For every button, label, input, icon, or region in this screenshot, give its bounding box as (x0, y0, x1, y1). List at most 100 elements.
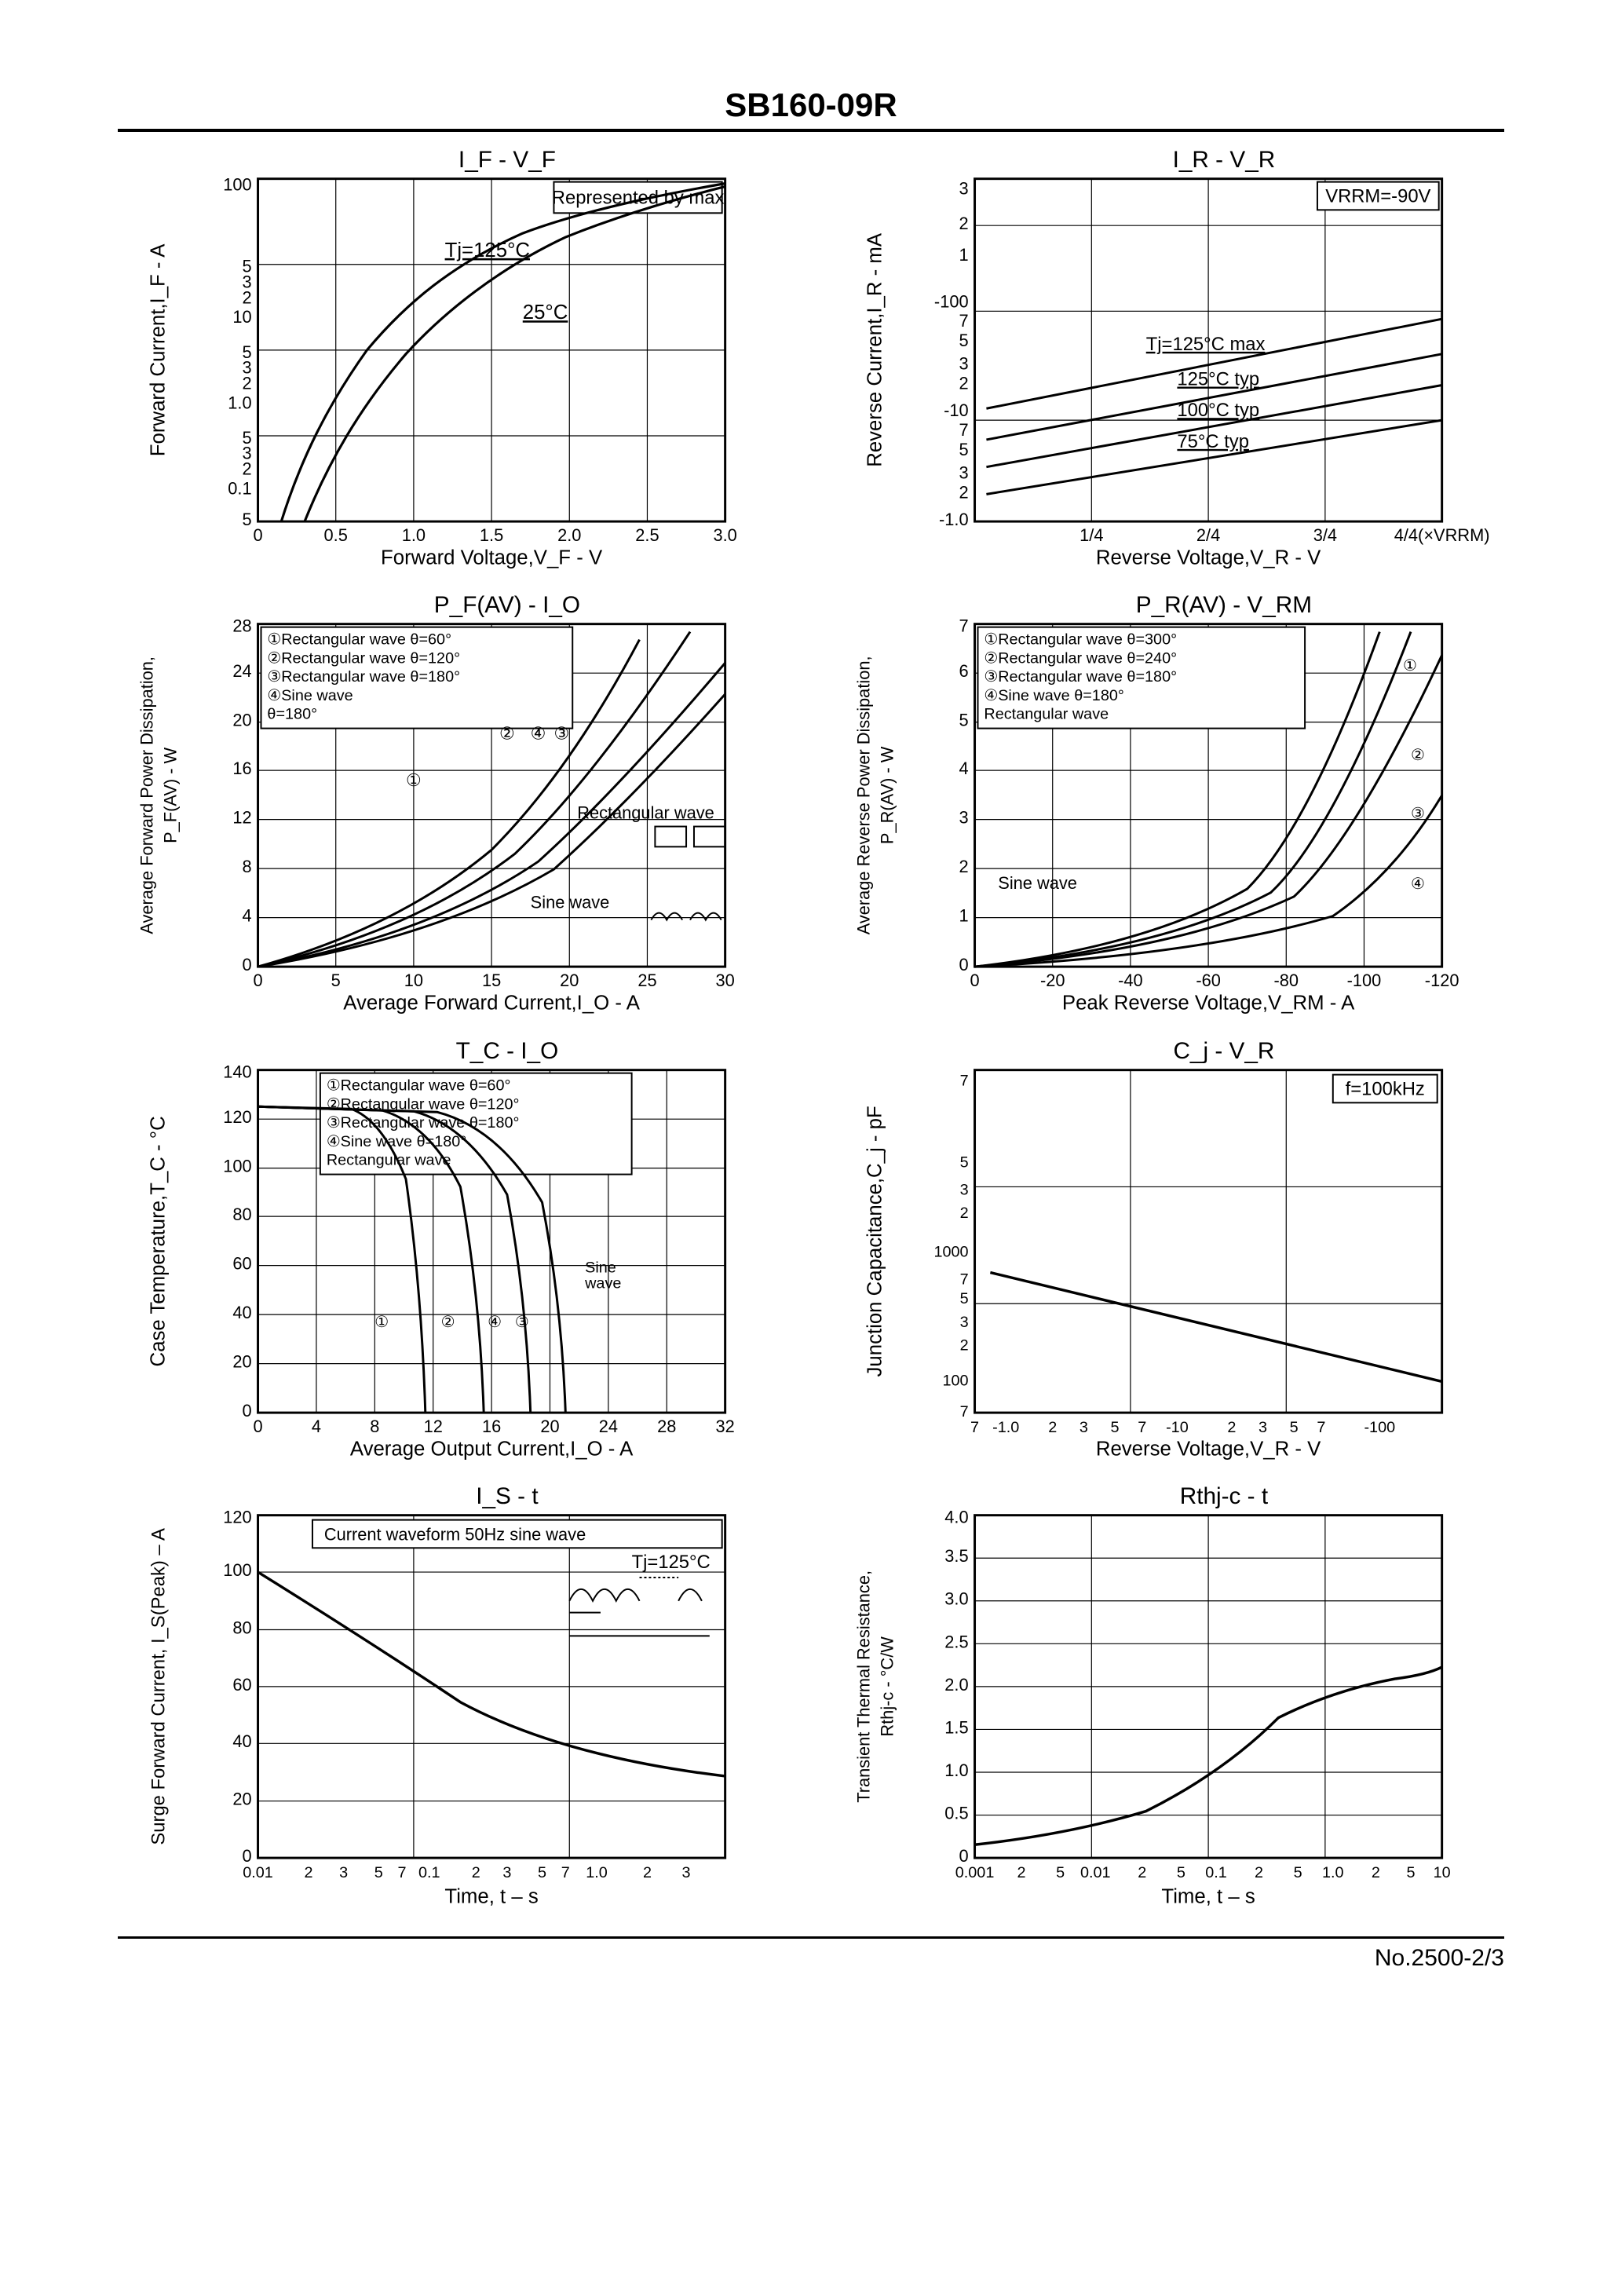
svg-text:Rectangular wave: Rectangular wave (984, 706, 1109, 723)
svg-text:④Sine wave θ=180°: ④Sine wave θ=180° (984, 687, 1123, 704)
svg-text:3: 3 (502, 1864, 511, 1881)
svg-text:Average Forward Power Dissipat: Average Forward Power Dissipation, (137, 657, 157, 935)
svg-text:Rectangular wave: Rectangular wave (577, 803, 714, 823)
svg-text:P_F(AV) - I_O: P_F(AV) - I_O (434, 593, 580, 618)
svg-text:0: 0 (253, 525, 262, 545)
svg-text:24: 24 (232, 662, 251, 682)
svg-text:-60: -60 (1196, 971, 1221, 990)
svg-text:2: 2 (960, 1337, 969, 1355)
svg-text:80: 80 (232, 1205, 251, 1224)
svg-text:16: 16 (232, 759, 251, 779)
svg-text:5: 5 (959, 440, 968, 459)
svg-text:Average Forward Current,I_O -: Average Forward Current,I_O - A (343, 993, 640, 1015)
svg-text:③: ③ (553, 724, 569, 744)
svg-text:5: 5 (242, 257, 251, 276)
svg-text:Peak Reverse Voltage,V_RM - A: Peak Reverse Voltage,V_RM - A (1062, 993, 1355, 1015)
svg-text:4: 4 (312, 1417, 321, 1436)
svg-text:-40: -40 (1118, 971, 1143, 990)
svg-text:100: 100 (223, 175, 251, 195)
svg-text:120: 120 (223, 1508, 251, 1527)
svg-text:25: 25 (637, 971, 656, 990)
svg-text:②: ② (441, 1314, 455, 1331)
svg-text:4: 4 (242, 906, 251, 926)
svg-text:→θ←: →θ← (686, 852, 718, 865)
svg-text:C_j - V_R: C_j - V_R (1173, 1039, 1274, 1064)
svg-text:①: ① (374, 1314, 389, 1331)
svg-text:40: 40 (232, 1303, 251, 1322)
svg-text:20ms: 20ms (577, 1616, 612, 1632)
svg-text:0.1: 0.1 (228, 478, 251, 498)
svg-text:Transient Thermal Resistance,: Transient Thermal Resistance, (854, 1570, 874, 1803)
svg-text:7: 7 (1138, 1419, 1146, 1436)
svg-text:0: 0 (253, 1417, 262, 1436)
svg-text:Sine wave: Sine wave (998, 873, 1077, 893)
chart-cj-vr: C_j - V_R 7-1.02 357 -1023 57-100 71002 … (835, 1039, 1504, 1475)
svg-text:7: 7 (959, 420, 968, 440)
svg-text:-80: -80 (1274, 971, 1299, 990)
svg-text:15: 15 (482, 971, 501, 990)
svg-text:3.5: 3.5 (944, 1546, 968, 1566)
svg-text:30: 30 (716, 971, 735, 990)
svg-text:1.0: 1.0 (944, 1760, 968, 1780)
svg-text:3: 3 (959, 808, 968, 828)
svg-text:Reverse Voltage,V_R - V: Reverse Voltage,V_R - V (1096, 547, 1321, 569)
svg-text:③Rectangular wave θ=180°: ③Rectangular wave θ=180° (327, 1114, 520, 1132)
svg-text:④: ④ (1411, 876, 1425, 893)
svg-text:2.0: 2.0 (557, 525, 581, 545)
svg-text:Forward Current,I_F - A: Forward Current,I_F - A (148, 243, 170, 456)
svg-text:4.0: 4.0 (944, 1508, 968, 1527)
svg-text:-100: -100 (934, 291, 969, 311)
svg-text:Junction Capacitance,C_j - pF: Junction Capacitance,C_j - pF (864, 1106, 886, 1377)
svg-text:0: 0 (253, 971, 262, 990)
svg-text:Reverse Voltage,V_R - V: Reverse Voltage,V_R - V (1096, 1439, 1321, 1461)
svg-text:2: 2 (472, 1864, 480, 1881)
svg-text:P_R(AV) - V_RM: P_R(AV) - V_RM (1136, 593, 1312, 618)
svg-text:3.0: 3.0 (713, 525, 736, 545)
svg-text:Average Output Current,I_O - A: Average Output Current,I_O - A (350, 1439, 634, 1461)
chart-tc-io: T_C - I_O 048 121620 242832 02040 608010… (118, 1039, 787, 1475)
svg-text:③Rectangular wave θ=180°: ③Rectangular wave θ=180° (984, 669, 1177, 686)
svg-text:32: 32 (716, 1417, 735, 1436)
chart-title: I_R - V_R (1173, 148, 1276, 173)
svg-text:②: ② (1411, 748, 1425, 765)
svg-text:2: 2 (960, 1205, 969, 1222)
svg-text:10: 10 (1434, 1864, 1451, 1881)
svg-text:3: 3 (960, 1181, 969, 1198)
svg-text:0: 0 (242, 1401, 251, 1420)
svg-text:wave: wave (584, 1274, 621, 1292)
svg-text:5: 5 (1294, 1864, 1302, 1881)
svg-text:I_S - t: I_S - t (476, 1484, 539, 1509)
svg-text:→360°←: →360°← (678, 940, 729, 953)
svg-text:5: 5 (1056, 1864, 1065, 1881)
svg-text:2: 2 (959, 857, 968, 877)
svg-text:Sine: Sine (585, 1259, 616, 1276)
svg-text:0.001: 0.001 (955, 1864, 995, 1881)
svg-text:2.5: 2.5 (635, 525, 659, 545)
svg-text:Case Temperature,T_C - °C: Case Temperature,T_C - °C (148, 1116, 170, 1366)
svg-text:20: 20 (560, 971, 579, 990)
svg-text:2: 2 (1255, 1864, 1263, 1881)
svg-text:0.1: 0.1 (418, 1864, 440, 1881)
svg-text:1: 1 (959, 245, 968, 265)
svg-text:40: 40 (232, 1732, 251, 1752)
svg-text:1: 1 (959, 906, 968, 926)
svg-text:2: 2 (1017, 1864, 1026, 1881)
chart-if-vf: I_F - V_F 00.51.0 1.52.02.5 3.0 5 0.1235… (118, 148, 787, 583)
svg-text:0.01: 0.01 (1080, 1864, 1111, 1881)
svg-text:4/4(×VRRM): 4/4(×VRRM) (1394, 525, 1490, 545)
svg-text:2: 2 (959, 373, 968, 393)
svg-text:4: 4 (959, 759, 968, 779)
svg-text:T_C - I_O: T_C - I_O (456, 1039, 559, 1064)
svg-text:0: 0 (959, 955, 968, 974)
svg-text:-10: -10 (1166, 1419, 1189, 1436)
svg-text:④: ④ (531, 724, 546, 744)
svg-text:7: 7 (970, 1419, 979, 1436)
svg-text:20: 20 (232, 1790, 251, 1809)
svg-text:②Rectangular wave θ=240°: ②Rectangular wave θ=240° (984, 650, 1177, 667)
svg-text:0.5: 0.5 (324, 525, 348, 545)
svg-text:20: 20 (232, 1351, 251, 1371)
svg-text:5: 5 (959, 331, 968, 350)
svg-text:10: 10 (404, 971, 423, 990)
svg-text:0.01: 0.01 (243, 1864, 273, 1881)
svg-text:③: ③ (1411, 806, 1425, 823)
